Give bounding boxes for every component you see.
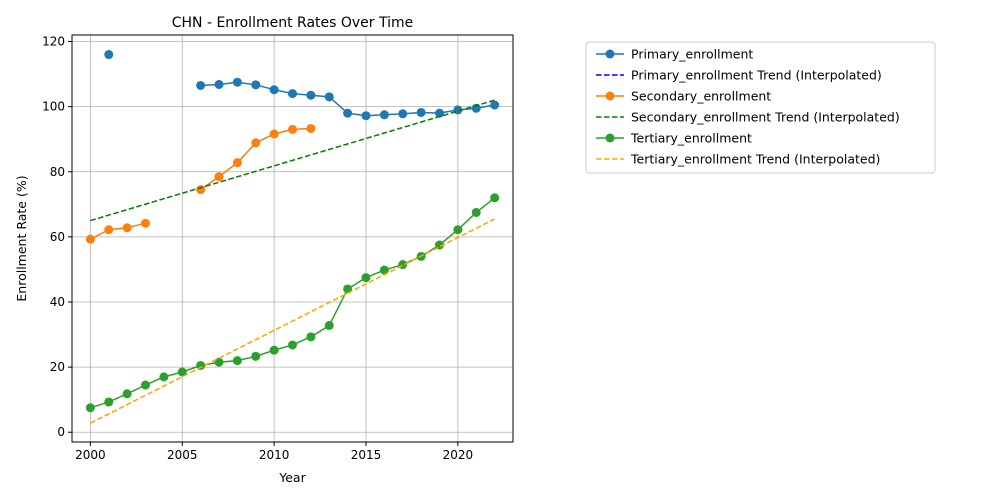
legend-label: Primary_enrollment Trend (Interpolated) [631,68,882,83]
y-tick-label: 60 [50,230,65,244]
data-point [269,345,279,355]
chart-title: CHN - Enrollment Rates Over Time [172,15,414,31]
data-point [196,185,206,195]
data-point [85,234,95,244]
legend-label: Tertiary_enrollment [630,131,752,146]
x-tick-label: 2010 [259,448,290,462]
legend-box [585,41,936,174]
data-point [288,340,297,350]
data-series [85,50,500,424]
data-point [343,284,353,294]
data-point [141,218,150,228]
legend-item: Tertiary_enrollment Trend (Interpolated) [596,152,880,167]
data-point [269,129,279,139]
y-tick-label: 20 [50,360,65,374]
data-point [251,351,261,361]
data-point [379,110,389,120]
data-point [435,108,444,118]
series-line [90,222,146,240]
data-point [324,92,334,102]
x-tick-label: 2020 [443,448,474,462]
data-point [490,193,500,203]
legend-label: Secondary_enrollment Trend (Interpolated… [631,110,900,125]
data-point [269,85,279,95]
legend-item: Tertiary_enrollment [596,131,752,146]
data-point [122,389,132,399]
data-point [288,124,297,134]
data-point [159,372,169,382]
data-point [288,89,297,99]
data-point [398,109,408,119]
series-5 [90,218,495,424]
data-point [251,80,261,90]
data-point [85,403,95,413]
legend: Primary_enrollment Primary_enrollment Tre… [585,41,936,174]
y-tick-label: 0 [57,425,65,439]
series-line [90,197,496,409]
legend-item: Primary_enrollment [596,47,753,62]
data-point [122,223,132,233]
data-point [141,380,150,390]
data-point [379,265,389,275]
data-point [177,367,187,377]
grid-lines [72,35,513,442]
data-point [306,332,316,342]
data-point [214,79,224,89]
legend-label: Primary_enrollment [631,47,753,62]
y-tick-label: 100 [42,100,65,114]
y-tick-label: 80 [50,165,65,179]
data-point [104,225,114,235]
legend-item: Secondary_enrollment Trend (Interpolated… [596,110,900,125]
trend-line [90,99,495,222]
legend-item: Primary_enrollment Trend (Interpolated) [596,68,882,83]
data-point [490,100,500,110]
data-point [324,320,334,330]
x-tick-label: 2000 [75,448,106,462]
x-tick-label: 2005 [167,448,198,462]
series-0 [104,50,500,121]
x-axis-label: Year [278,470,306,485]
legend-label: Secondary_enrollment [631,89,771,104]
data-point [471,207,481,217]
legend-item: Secondary_enrollment [596,89,771,104]
plot-frame [71,34,514,443]
y-axis-label: Enrollment Rate (%) [14,175,29,301]
data-point [453,225,463,235]
data-point [214,172,224,182]
data-point [361,111,371,121]
x-tick-label: 2015 [351,448,382,462]
legend-label: Tertiary_enrollment Trend (Interpolated) [630,152,880,167]
data-point [306,123,316,133]
trend-line [90,218,495,424]
data-point [416,107,426,117]
y-tick-label: 120 [42,35,65,49]
data-point [232,77,242,87]
legend-marker [605,91,615,101]
data-point [343,108,353,118]
y-tick-label: 40 [50,295,65,309]
data-point [232,158,242,168]
legend-marker [605,49,615,59]
data-point [361,273,371,283]
data-point [232,356,242,366]
legend-marker [605,133,615,143]
series-2 [85,123,316,244]
series-3 [90,99,495,222]
data-point [104,397,114,407]
data-point [104,50,114,60]
axis-ticks: 2000 2005 2010 2015 2020 0 20 40 60 80 100 120 [42,35,473,462]
data-point [251,138,261,148]
data-point [306,90,316,100]
data-point [196,80,206,90]
